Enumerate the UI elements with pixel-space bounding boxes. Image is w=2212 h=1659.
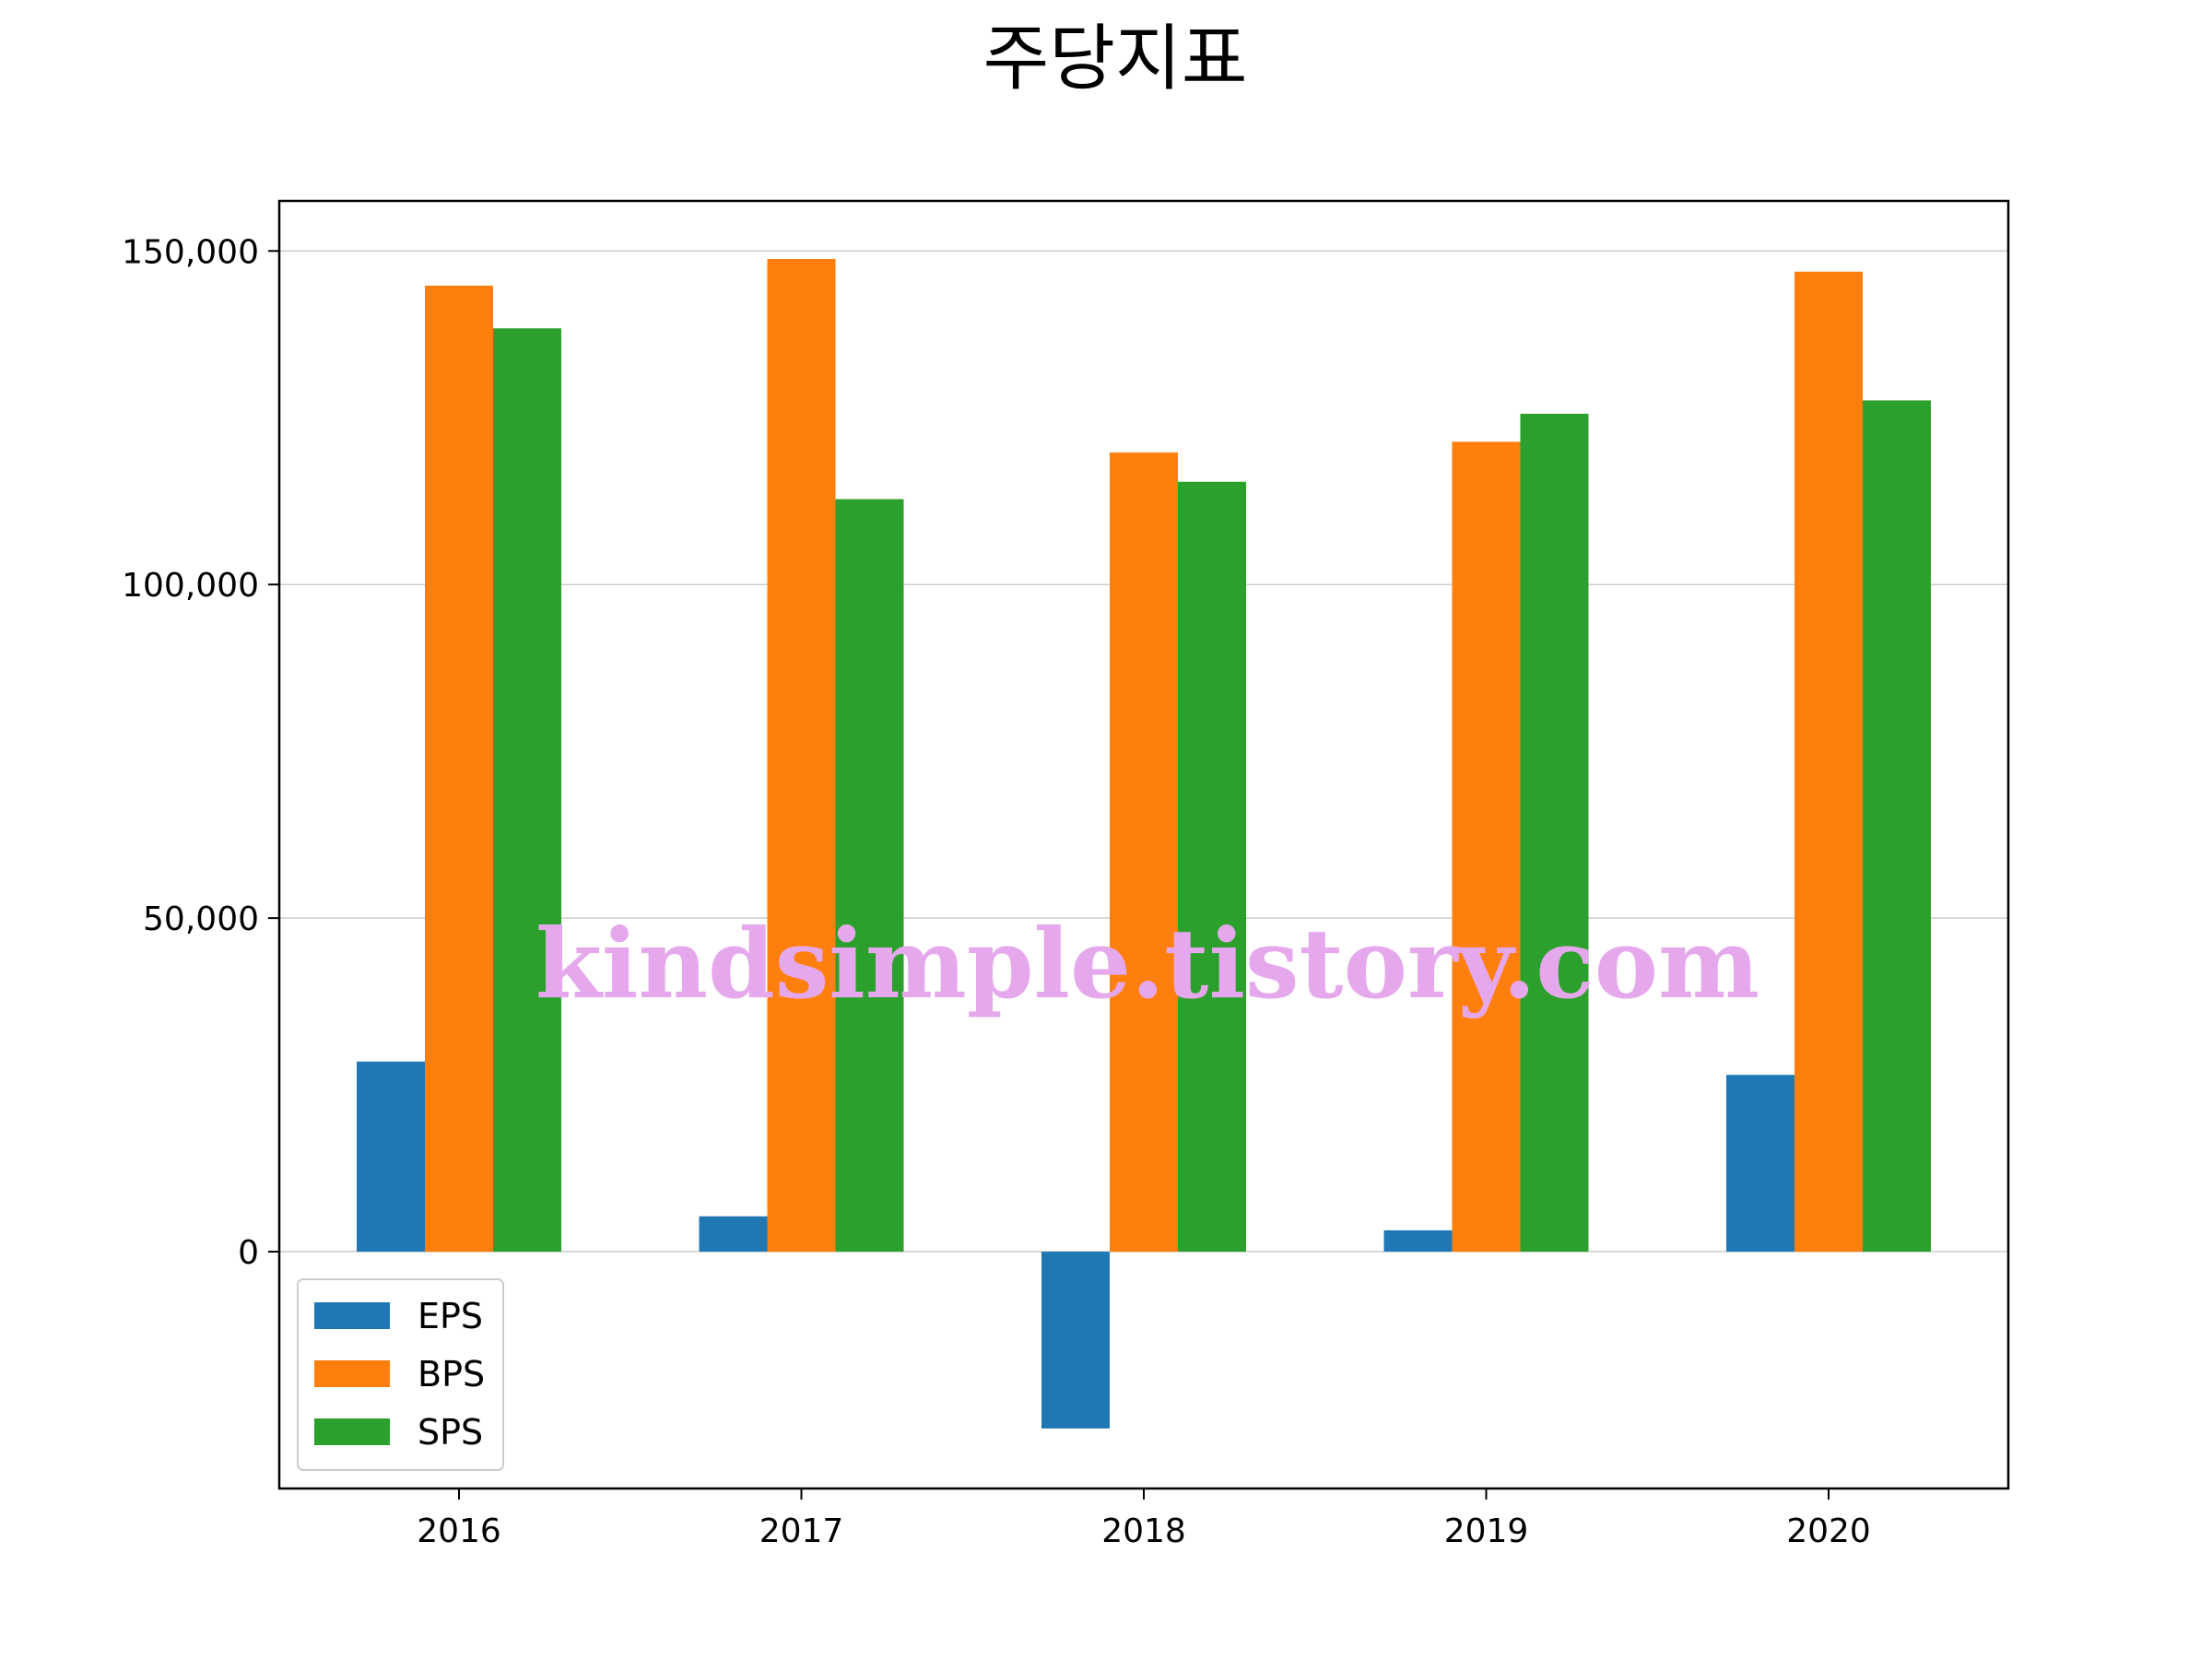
y-axis: 0 50,000 100,000 150,000 — [122, 233, 279, 1272]
bar-eps-2016 — [357, 1061, 425, 1253]
bar-bps-2020 — [1794, 271, 1863, 1253]
x-tick-label: 2020 — [1786, 1512, 1871, 1550]
x-tick-label: 2019 — [1444, 1512, 1529, 1550]
y-tick-label: 150,000 — [122, 233, 259, 271]
bar-bps-2019 — [1452, 441, 1521, 1253]
chart-title: 주당지표 — [982, 18, 1247, 100]
legend-swatch-bps — [314, 1360, 390, 1387]
bar-eps-2018 — [1041, 1252, 1110, 1429]
legend: EPS BPS SPS — [297, 1278, 504, 1471]
bar-sps-2020 — [1863, 400, 1931, 1253]
legend-label-eps: EPS — [418, 1296, 483, 1336]
bar-eps-2017 — [699, 1216, 768, 1253]
bar-bps-2016 — [425, 285, 493, 1253]
bar-bps-2017 — [767, 258, 836, 1253]
bar-eps-2019 — [1383, 1230, 1453, 1253]
x-tick-label: 2016 — [417, 1512, 501, 1550]
bar-sps-2017 — [835, 499, 904, 1253]
legend-swatch-sps — [314, 1418, 390, 1445]
bars — [357, 258, 1931, 1429]
legend-swatch-eps — [314, 1302, 390, 1329]
x-tick-label: 2018 — [1101, 1512, 1186, 1550]
y-tick-label: 100,000 — [122, 567, 259, 605]
legend-label-sps: SPS — [418, 1412, 483, 1453]
y-tick-label: 0 — [238, 1234, 259, 1272]
bar-sps-2016 — [493, 328, 561, 1253]
bar-eps-2020 — [1726, 1075, 1794, 1253]
watermark: kindsimple.tistory.com — [535, 907, 1759, 1020]
bar-bps-2018 — [1110, 452, 1178, 1253]
bar-sps-2018 — [1178, 481, 1246, 1253]
x-axis: 2016 2017 2018 2019 2020 — [417, 1488, 1871, 1550]
x-tick-label: 2017 — [759, 1512, 844, 1550]
legend-label-bps: BPS — [418, 1354, 485, 1394]
bar-sps-2019 — [1520, 413, 1589, 1253]
y-tick-label: 50,000 — [143, 900, 259, 938]
